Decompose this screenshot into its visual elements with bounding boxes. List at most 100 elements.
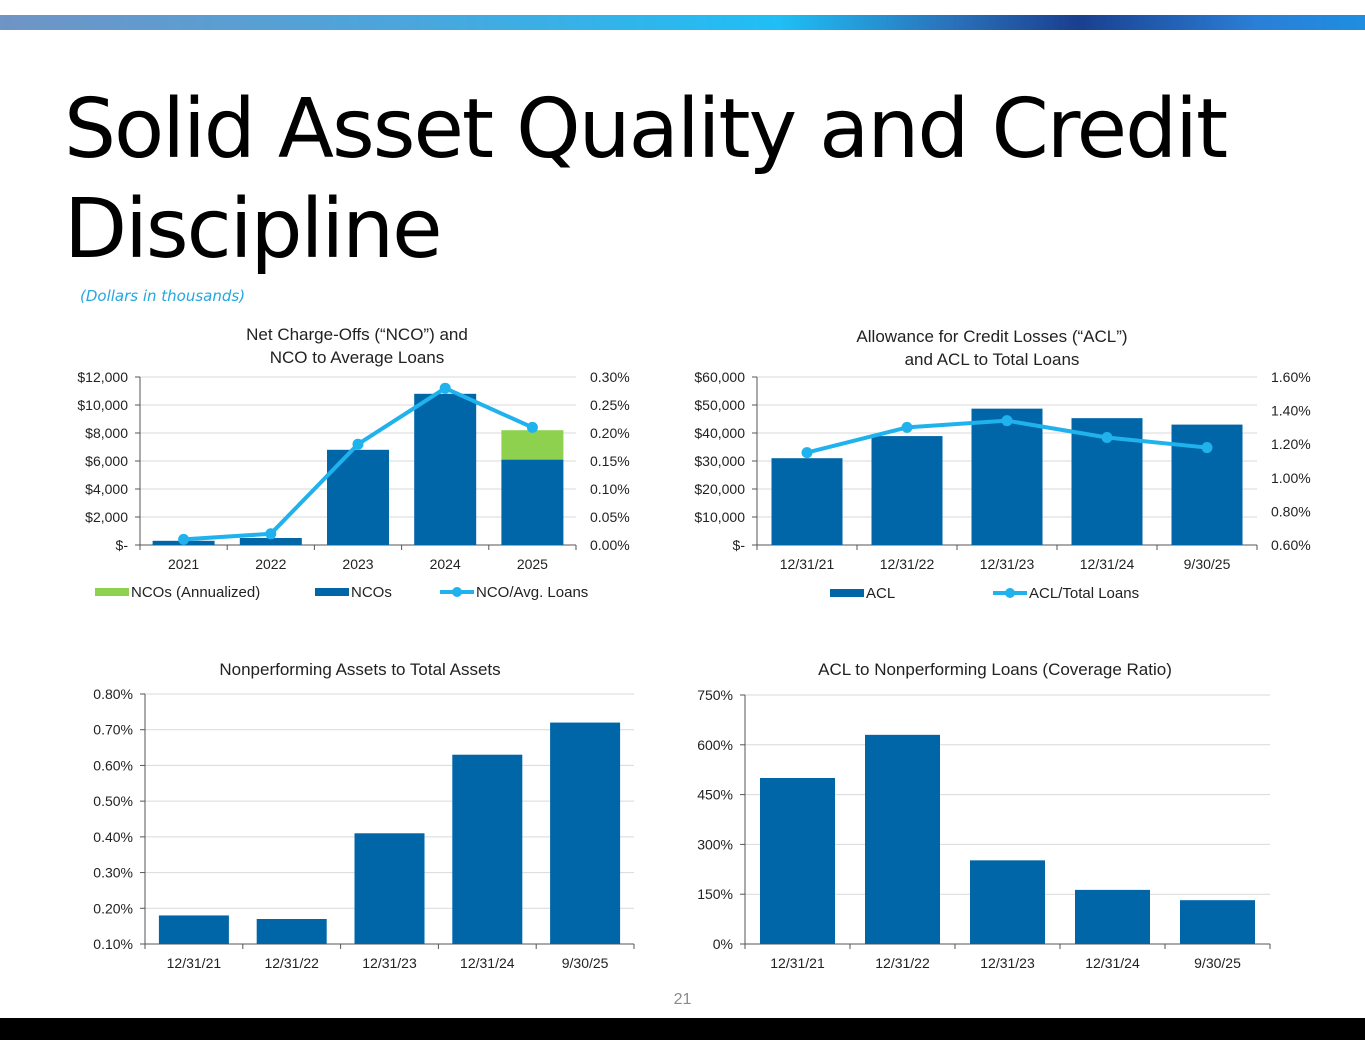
bar xyxy=(771,458,843,545)
y-tick-label: $12,000 xyxy=(77,369,128,385)
bar xyxy=(550,722,621,944)
legend-label: ACL/Total Loans xyxy=(1029,585,1139,602)
x-tick-label: 2025 xyxy=(517,556,548,572)
y2-tick-label: 0.10% xyxy=(590,481,630,497)
y-tick-label: $10,000 xyxy=(77,397,128,413)
y-tick-label: 150% xyxy=(697,886,733,902)
y2-tick-label: 0.60% xyxy=(1271,537,1311,553)
y2-tick-label: 0.15% xyxy=(590,453,630,469)
y-tick-label: 0.20% xyxy=(93,900,133,916)
x-tick-label: 12/31/21 xyxy=(770,955,825,971)
bar xyxy=(760,778,835,944)
legend-swatch xyxy=(830,589,864,597)
x-tick-label: 2022 xyxy=(255,556,286,572)
bar xyxy=(871,436,943,545)
x-tick-label: 12/31/22 xyxy=(880,556,935,572)
y2-tick-label: 1.20% xyxy=(1271,436,1311,452)
y-tick-label: $- xyxy=(733,537,746,553)
y2-tick-label: 0.05% xyxy=(590,509,630,525)
y2-tick-label: 0.30% xyxy=(590,369,630,385)
legend-label: ACL xyxy=(866,585,895,602)
bar xyxy=(354,833,425,944)
y-tick-label: $6,000 xyxy=(85,453,128,469)
y-tick-label: 0.80% xyxy=(93,686,133,702)
y-tick-label: $20,000 xyxy=(694,481,745,497)
bar xyxy=(1180,900,1255,944)
x-tick-label: 12/31/22 xyxy=(264,955,319,971)
legend-swatch xyxy=(95,588,129,596)
x-tick-label: 12/31/24 xyxy=(1085,955,1140,971)
y-tick-label: 0% xyxy=(713,936,733,952)
y-tick-label: 0.10% xyxy=(93,936,133,952)
legend-point-swatch xyxy=(1005,588,1015,598)
y-tick-label: $40,000 xyxy=(694,425,745,441)
y-tick-label: 0.40% xyxy=(93,829,133,845)
legend-label: NCO/Avg. Loans xyxy=(476,584,588,601)
y-tick-label: $- xyxy=(116,537,129,553)
y-tick-label: 0.70% xyxy=(93,722,133,738)
legend-point-swatch xyxy=(452,587,462,597)
bar xyxy=(501,459,564,545)
y2-tick-label: 0.80% xyxy=(1271,503,1311,519)
y-tick-label: $8,000 xyxy=(85,425,128,441)
line-point xyxy=(1101,431,1113,443)
x-tick-label: 12/31/24 xyxy=(1080,556,1135,572)
legend-label: NCOs (Annualized) xyxy=(131,584,260,601)
bar xyxy=(970,860,1045,944)
line-point xyxy=(801,447,813,459)
y2-tick-label: 1.60% xyxy=(1271,369,1311,385)
chart-title: Allowance for Credit Losses (“ACL”) xyxy=(856,327,1127,346)
y-tick-label: $60,000 xyxy=(694,369,745,385)
y-tick-label: 600% xyxy=(697,737,733,753)
bar xyxy=(1075,889,1150,944)
line-point xyxy=(439,382,451,394)
y-tick-label: 450% xyxy=(697,787,733,803)
y2-tick-label: 1.00% xyxy=(1271,470,1311,486)
line-point xyxy=(178,533,190,545)
chart-title: NCO to Average Loans xyxy=(270,348,445,367)
legend-label: NCOs xyxy=(351,584,392,601)
bar xyxy=(452,754,523,944)
line-point xyxy=(265,528,277,540)
x-tick-label: 12/31/23 xyxy=(980,955,1035,971)
y-tick-label: 0.50% xyxy=(93,793,133,809)
y-tick-label: 0.30% xyxy=(93,865,133,881)
y2-tick-label: 1.40% xyxy=(1271,403,1311,419)
chart-title: and ACL to Total Loans xyxy=(905,350,1080,369)
y2-tick-label: 0.25% xyxy=(590,397,630,413)
x-tick-label: 12/31/24 xyxy=(460,955,515,971)
chart-title: Nonperforming Assets to Total Assets xyxy=(219,660,500,679)
x-tick-label: 2023 xyxy=(342,556,373,572)
y-tick-label: $30,000 xyxy=(694,453,745,469)
bar-annualized xyxy=(501,430,564,460)
header-gradient-bar xyxy=(0,15,1365,30)
chart-title: ACL to Nonperforming Loans (Coverage Rat… xyxy=(818,660,1172,679)
x-tick-label: 2021 xyxy=(168,556,199,572)
y-tick-label: $50,000 xyxy=(694,397,745,413)
legend-swatch xyxy=(315,588,349,596)
y2-tick-label: 0.20% xyxy=(590,425,630,441)
x-tick-label: 12/31/21 xyxy=(167,955,222,971)
line-point xyxy=(1201,442,1213,454)
y-tick-label: 300% xyxy=(697,836,733,852)
x-tick-label: 12/31/23 xyxy=(362,955,417,971)
line-point xyxy=(1001,415,1013,427)
bar xyxy=(256,919,327,944)
slide-subtitle: (Dollars in thousands) xyxy=(80,287,246,305)
line-point xyxy=(352,438,364,450)
y-tick-label: $2,000 xyxy=(85,509,128,525)
x-tick-label: 12/31/22 xyxy=(875,955,930,971)
y-tick-label: $10,000 xyxy=(694,509,745,525)
line-point xyxy=(526,421,538,433)
y-tick-label: 750% xyxy=(697,687,733,703)
x-tick-label: 2024 xyxy=(430,556,461,572)
y-tick-label: 0.60% xyxy=(93,757,133,773)
footer-bar xyxy=(0,1018,1365,1040)
y-tick-label: $4,000 xyxy=(85,481,128,497)
x-tick-label: 9/30/25 xyxy=(1184,556,1231,572)
x-tick-label: 12/31/21 xyxy=(780,556,835,572)
bar xyxy=(414,393,477,545)
chart-title: Net Charge-Offs (“NCO”) and xyxy=(246,325,468,344)
slide-title: Solid Asset Quality and Credit Disciplin… xyxy=(64,82,1228,277)
